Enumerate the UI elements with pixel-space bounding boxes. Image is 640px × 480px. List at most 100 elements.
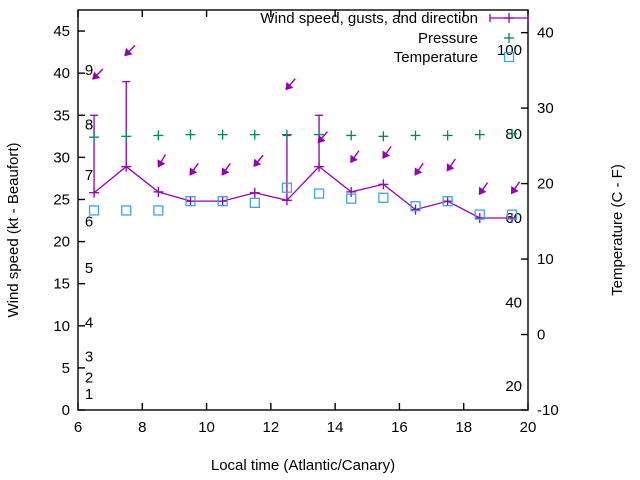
temperature-point xyxy=(346,193,357,204)
x-tick-label: 16 xyxy=(391,419,408,436)
legend-label-2: Pressure xyxy=(418,30,478,47)
y-tick-label: 10 xyxy=(53,318,70,335)
temperature-point xyxy=(442,196,453,207)
temperature-point xyxy=(217,196,228,207)
fahrenheit-label: 80 xyxy=(505,126,522,143)
plot-frame xyxy=(77,9,529,411)
wind-direction-arrow xyxy=(253,154,264,167)
x-tick-label: 10 xyxy=(198,419,215,436)
fahrenheit-label: 100 xyxy=(497,42,522,59)
wind-direction-arrow xyxy=(446,158,456,172)
temperature-point xyxy=(474,209,485,220)
temperature-point xyxy=(506,209,518,220)
y2-axis-ticks: -10 0 10 20 30 40 xyxy=(521,25,559,419)
legend-label-3: Temperature xyxy=(394,49,478,66)
beaufort-label: 6 xyxy=(85,214,93,231)
y2-tick-label: 40 xyxy=(537,25,554,42)
arrow-head xyxy=(382,150,391,159)
y-tick-label: 40 xyxy=(53,65,70,82)
y2-tick-label: 10 xyxy=(537,251,554,268)
y2-tick-label: 30 xyxy=(537,100,554,117)
arrow-head xyxy=(510,185,519,195)
wind-direction-arrow xyxy=(157,154,167,168)
wind-direction-arrow xyxy=(510,181,521,195)
wind-direction-arrow xyxy=(124,44,136,57)
temperature-point xyxy=(249,197,260,208)
wind-direction-arrow xyxy=(382,145,392,159)
arrow-head xyxy=(350,154,358,164)
series-temperature xyxy=(88,182,518,220)
wind-direction-arrow xyxy=(221,162,231,176)
temperature-point xyxy=(313,188,325,199)
wind-direction-arrow xyxy=(317,131,328,144)
beaufort-label: 2 xyxy=(85,369,93,386)
y2-tick-label: -10 xyxy=(537,402,559,419)
x-tick-label: 6 xyxy=(74,419,82,436)
wind-direction-arrow xyxy=(285,78,296,91)
y-axis-title: Wind speed (kt - Beaufort) xyxy=(5,142,22,317)
y2-tick-label: 20 xyxy=(537,176,554,193)
wind-direction-arrow xyxy=(478,182,489,196)
x-tick-label: 14 xyxy=(327,419,344,436)
x-tick-label: 8 xyxy=(138,419,146,436)
arrow-head xyxy=(478,186,487,196)
arrow-head xyxy=(124,48,133,57)
arrow-head xyxy=(253,158,262,167)
fahrenheit-label: 40 xyxy=(505,294,522,311)
fahrenheit-label: 20 xyxy=(505,378,522,395)
beaufort-label: 5 xyxy=(85,260,93,277)
arrow-head xyxy=(92,71,101,80)
temperature-point xyxy=(88,205,100,216)
y-tick-label: 30 xyxy=(53,149,70,166)
chart-legend: Wind speed, gusts, and direction Pressure… xyxy=(260,10,529,66)
arrow-head xyxy=(285,82,294,91)
wind-direction-arrows xyxy=(92,44,521,196)
x-tick-label: 18 xyxy=(455,419,472,436)
legend-label-1: Wind speed, gusts, and direction xyxy=(260,10,478,27)
wind-direction-arrow xyxy=(92,68,104,80)
temperature-point xyxy=(121,205,132,216)
wind-direction-arrow xyxy=(350,150,360,164)
beaufort-label: 8 xyxy=(85,117,93,134)
arrow-head xyxy=(221,167,230,176)
temperature-point xyxy=(185,196,196,207)
y-tick-label: 20 xyxy=(53,234,70,251)
temperature-point xyxy=(378,192,389,203)
temperature-point xyxy=(410,201,421,212)
temperature-point xyxy=(153,205,164,216)
y-tick-label: 45 xyxy=(53,23,70,40)
arrow-head xyxy=(414,167,423,176)
wind-direction-arrow xyxy=(414,162,424,176)
series-pressure xyxy=(89,128,517,143)
y2-axis-title: Temperature (C - F) xyxy=(609,164,626,296)
y-tick-label: 35 xyxy=(53,107,70,124)
y2-tick-label: 0 xyxy=(537,327,545,344)
beaufort-label: 1 xyxy=(85,386,93,403)
arrow-head xyxy=(446,163,455,172)
x-axis-title: Local time (Atlantic/Canary) xyxy=(211,457,395,474)
x-tick-label: 20 xyxy=(520,419,537,436)
plot-border xyxy=(77,9,529,411)
y-tick-label: 25 xyxy=(53,191,70,208)
beaufort-label: 9 xyxy=(85,62,93,79)
y-axis-ticks: 0 5 10 15 20 25 30 35 40 45 xyxy=(53,23,85,419)
y-tick-label: 0 xyxy=(62,402,70,419)
beaufort-scale-labels: 12 3 4 5 6 7 8 9 xyxy=(85,62,93,403)
wind-speed-line xyxy=(93,165,512,219)
legend-swatch-temperature xyxy=(503,51,515,63)
beaufort-label: 7 xyxy=(85,167,93,184)
temperature-point xyxy=(281,182,293,193)
x-tick-label: 12 xyxy=(263,419,280,436)
y-tick-label: 5 xyxy=(62,360,70,377)
wind-direction-arrow xyxy=(189,162,199,176)
arrow-head xyxy=(189,167,198,176)
y-tick-label: 15 xyxy=(53,276,70,293)
x-axis-ticks: 6 8 10 12 14 16 18 20 xyxy=(74,10,537,436)
arrow-head xyxy=(317,135,326,144)
beaufort-label: 4 xyxy=(85,315,93,332)
arrow-head xyxy=(157,159,166,168)
